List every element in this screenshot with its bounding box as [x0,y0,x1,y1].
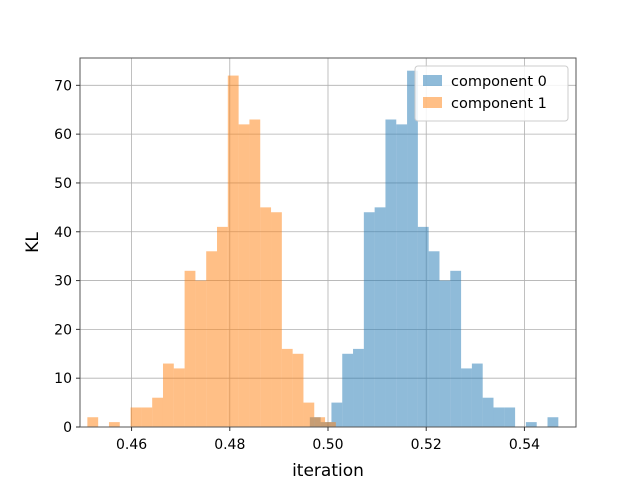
bar-series-0 [525,422,537,427]
x-tick-label: 0.48 [214,437,245,453]
bar-series-0 [461,368,472,427]
bar-series-0 [331,402,343,427]
legend-swatch [423,97,442,108]
bar-series-0 [374,207,386,427]
legend-label: component 1 [451,96,547,112]
y-axis-ticks: 0 10 20 30 40 50 60 70 [54,78,80,436]
bar-series-0 [363,212,375,427]
bar-series-1 [303,402,315,427]
bar-series-0 [407,70,418,427]
y-tick-label: 40 [54,225,72,241]
bars [87,70,559,428]
bar-series-1 [141,407,153,427]
bar-series-1 [152,397,163,427]
y-tick-label: 50 [54,176,72,192]
bar-series-1 [271,212,282,427]
bar-series-1 [249,119,261,427]
legend-label: component 0 [451,74,547,90]
bar-series-1 [87,417,99,427]
x-tick-label: 0.52 [411,437,442,453]
x-tick-label: 0.54 [509,437,540,453]
bar-series-1 [325,422,336,427]
bar-series-1 [173,368,185,427]
bar-series-0 [396,124,408,427]
x-axis-label: iteration [292,461,364,480]
bar-series-1 [238,124,250,427]
x-axis-ticks: 0.46 0.48 0.50 0.52 0.54 [116,427,540,453]
y-tick-label: 0 [63,420,72,436]
y-tick-label: 30 [54,274,72,290]
bar-series-1 [206,251,218,427]
bar-series-0 [482,397,494,427]
bar-series-1 [108,422,120,427]
bar-series-0 [385,119,397,427]
bar-series-0 [493,407,505,427]
legend-box [414,65,569,122]
bar-series-1 [195,280,207,427]
x-tick-label: 0.50 [312,437,343,453]
y-axis-label: KL [23,232,43,253]
legend: component 0 component 1 [414,65,569,122]
bar-series-0 [547,417,559,427]
y-tick-label: 70 [54,78,72,94]
y-tick-label: 10 [54,371,72,387]
bar-series-0 [353,348,364,427]
bar-series-0 [428,251,440,427]
bar-series-1 [217,226,228,427]
bar-series-1 [314,417,326,427]
bar-series-1 [260,207,272,427]
bar-series-0 [417,226,429,427]
bar-series-1 [184,270,196,427]
y-tick-label: 60 [54,127,72,143]
bar-series-0 [450,270,462,427]
bar-series-0 [342,353,354,427]
bar-series-1 [281,348,293,427]
x-tick-label: 0.46 [116,437,147,453]
bar-series-0 [439,280,451,427]
bar-series-1 [130,407,142,427]
bar-series-0 [471,363,483,427]
bar-series-0 [504,407,516,427]
bar-series-1 [292,353,304,427]
bar-series-1 [227,75,239,428]
y-tick-label: 20 [54,322,72,338]
bar-series-1 [162,363,174,427]
legend-swatch [423,75,442,86]
